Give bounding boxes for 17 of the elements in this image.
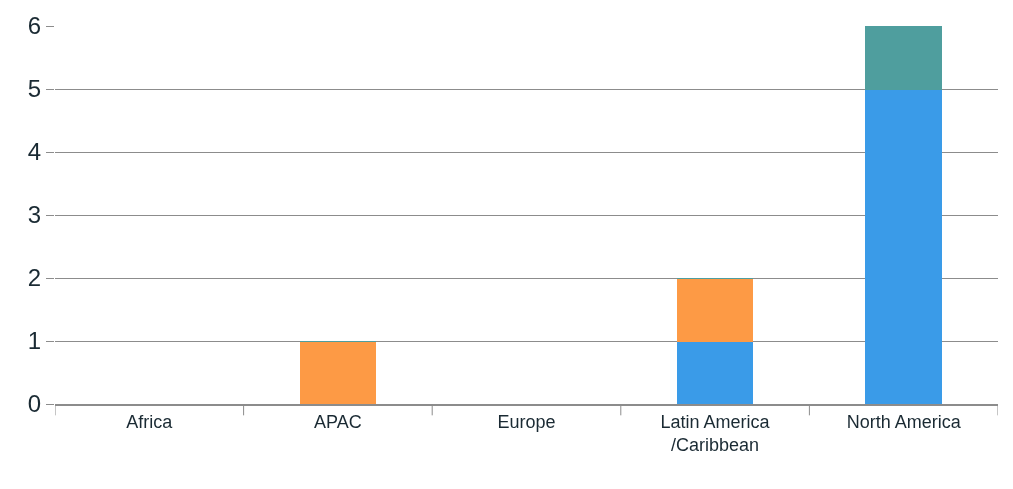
bar	[299, 340, 377, 404]
x-tick-label: Europe	[497, 411, 556, 432]
y-tick-label: 6	[27, 12, 42, 40]
bar	[676, 277, 754, 342]
y-tick-label: 5	[27, 75, 42, 103]
y-tick-label: 4	[27, 138, 42, 166]
y-tick-label: 0	[27, 390, 42, 418]
bar	[676, 340, 754, 404]
y-tick-label: 2	[27, 264, 42, 292]
x-tick-label: APAC	[314, 411, 362, 432]
bar	[865, 88, 942, 404]
x-tick-label: Latin America /Caribbean	[660, 411, 771, 455]
y-tick-label: 1	[27, 327, 42, 355]
y-tick-label: 3	[27, 201, 42, 229]
x-tick-label: North America	[846, 411, 962, 432]
x-tick-label: Africa	[126, 411, 174, 432]
bar	[865, 26, 942, 90]
